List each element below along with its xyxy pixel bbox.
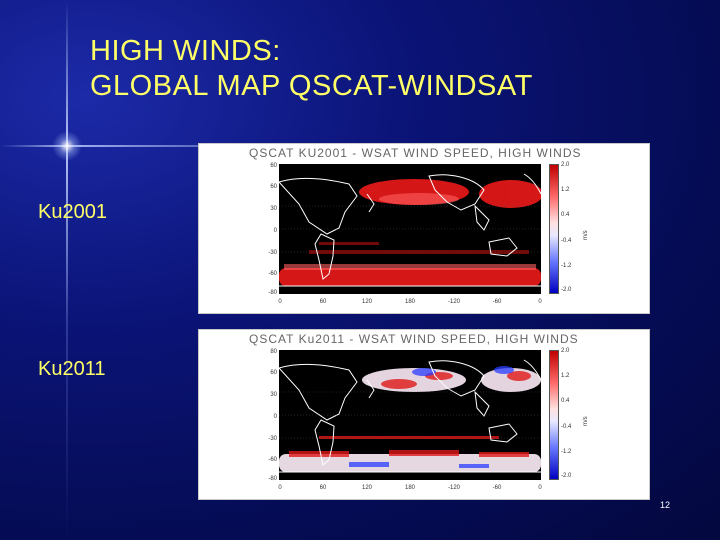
world-map-svg [279, 350, 541, 480]
y-tick: 80 [270, 349, 277, 355]
world-map [279, 164, 541, 294]
colorbar-tick: 1.2 [561, 187, 570, 193]
x-tick: 120 [361, 485, 372, 491]
y-tick: 0 [273, 228, 277, 234]
colorbar-tick: -0.4 [561, 238, 572, 244]
y-tick: -80 [268, 476, 277, 482]
panel-label-ku2001: Ku2001 [38, 201, 107, 223]
y-tick: -60 [268, 271, 277, 277]
y-tick: 0 [273, 414, 277, 420]
x-tick: 60 [319, 485, 327, 491]
y-tick: -30 [268, 436, 277, 442]
panel-label-ku2011: Ku2011 [38, 358, 106, 380]
map-title: QSCAT Ku2011 - WSAT WIND SPEED, HIGH WIN… [249, 332, 579, 346]
y-tick: -30 [268, 250, 277, 256]
lens-flare-vertical [66, 0, 68, 540]
colorbar-tick: -0.4 [561, 424, 572, 430]
y-tick: 30 [270, 206, 277, 212]
x-tick: 180 [404, 485, 415, 491]
world-map [279, 350, 541, 480]
x-tick: -60 [492, 299, 502, 305]
colorbar-tick: -2.0 [561, 287, 572, 293]
colorbar-unit: m/s [583, 230, 589, 240]
slide-title: HIGH WINDS: GLOBAL MAP QSCAT-WINDSAT [90, 34, 533, 104]
colorbar-tick: -1.2 [561, 263, 572, 269]
y-tick: 60 [270, 163, 277, 169]
x-tick: 0 [538, 299, 542, 305]
x-tick: 120 [361, 299, 372, 305]
slide-title-line-2: GLOBAL MAP QSCAT-WINDSAT [90, 70, 533, 102]
map-title: QSCAT KU2001 - WSAT WIND SPEED, HIGH WIN… [249, 146, 582, 160]
colorbar-tick: 2.0 [561, 162, 570, 168]
y-tick: 30 [270, 392, 277, 398]
colorbar-unit: m/s [583, 416, 589, 426]
colorbar [549, 164, 559, 294]
colorbar-tick: 1.2 [561, 373, 570, 379]
colorbar-tick: 2.0 [561, 348, 570, 354]
colorbar-tick: 0.4 [561, 212, 570, 218]
x-tick: 60 [319, 299, 327, 305]
colorbar [549, 350, 559, 480]
x-tick: -120 [447, 485, 460, 491]
y-tick: -60 [268, 457, 277, 463]
colorbar-tick: 0.4 [561, 398, 570, 404]
x-tick: 0 [278, 485, 282, 491]
y-tick: 60 [270, 184, 277, 190]
x-tick: 0 [278, 299, 282, 305]
colorbar-tick: -1.2 [561, 449, 572, 455]
x-tick: 180 [404, 299, 415, 305]
lens-flare-horizontal [0, 145, 330, 147]
page-number: 12 [660, 500, 671, 510]
y-tick: 60 [270, 370, 277, 376]
y-tick: -80 [268, 290, 277, 296]
world-map-svg [279, 164, 541, 294]
map-panel-ku2001: QSCAT KU2001 - WSAT WIND SPEED, HIGH WIN… [198, 143, 650, 314]
x-tick: -120 [447, 299, 460, 305]
x-tick: -60 [492, 485, 502, 491]
map-panel-ku2011: QSCAT Ku2011 - WSAT WIND SPEED, HIGH WIN… [198, 329, 650, 500]
slide-title-line-1: HIGH WINDS: [90, 35, 281, 67]
colorbar-tick: -2.0 [561, 473, 572, 479]
x-tick: 0 [538, 485, 542, 491]
lens-flare-center [52, 131, 82, 161]
